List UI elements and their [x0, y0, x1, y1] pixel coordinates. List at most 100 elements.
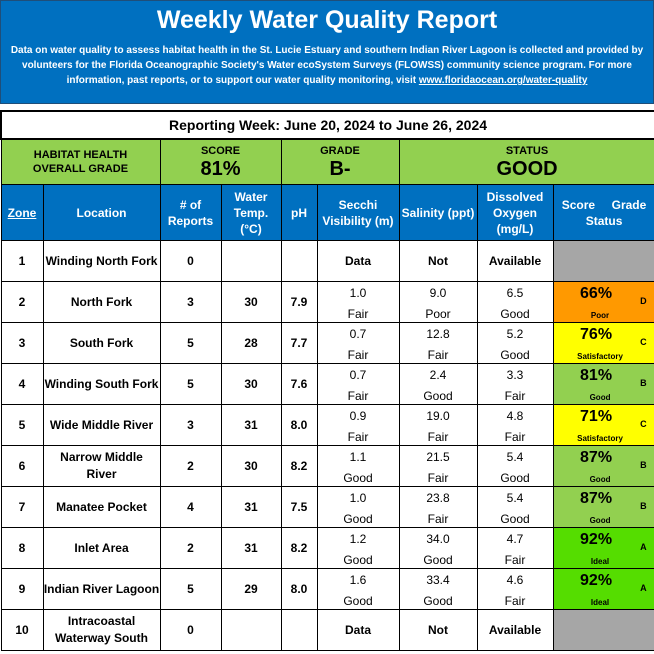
oxygen-cell: 4.8 Fair: [476, 404, 554, 446]
salinity-cell: 33.4 Good: [398, 568, 478, 610]
reporting-week: Reporting Week: June 20, 2024 to June 26…: [0, 110, 654, 140]
water-temp: 29: [220, 568, 282, 610]
status-text: Satisfactory: [577, 352, 623, 361]
ph-value: 7.6: [280, 363, 318, 405]
score-value: 92%: [580, 531, 613, 548]
secchi-cell: 0.9 Fair: [316, 404, 400, 446]
table-row: 9 Indian River Lagoon 5 29 8.0 1.6 Good 33.4 Goo…: [0, 568, 654, 610]
col-ph: pH: [280, 184, 318, 241]
secchi-value: 1.6: [349, 573, 367, 587]
oxygen-rating: Fair: [504, 389, 526, 403]
score-cell: 81% B Good: [552, 363, 654, 405]
zone-number: 5: [0, 404, 44, 446]
report-description: Data on water quality to assess habitat …: [5, 43, 649, 88]
salinity-rating: Good: [423, 594, 453, 608]
salinity-value: 21.5: [426, 450, 450, 464]
report-title: Weekly Water Quality Report: [156, 6, 498, 34]
col-grade: Grade: [611, 197, 647, 212]
col-reports: # of Reports: [159, 184, 222, 241]
ph-value: 7.9: [280, 281, 318, 323]
secchi-wrap: 1.6 Good: [318, 570, 398, 608]
score-value: 76%: [580, 326, 613, 343]
secchi-rating: Good: [343, 471, 373, 485]
oxygen-cell: 5.2 Good: [476, 322, 554, 364]
col-secchi: Secchi Visibility (m): [316, 184, 400, 241]
oxygen-value: 5.4: [506, 491, 524, 505]
report-count: 5: [159, 363, 222, 405]
water-temp: 31: [220, 404, 282, 446]
website-link[interactable]: www.floridaocean.org/water-quality: [418, 75, 588, 86]
salinity-cell: 23.8 Fair: [398, 486, 478, 528]
location-name: Winding South Fork: [42, 363, 161, 405]
secchi-cell: 1.0 Good: [316, 486, 400, 528]
description-text: Data on water quality to assess habitat …: [10, 45, 644, 86]
secchi-wrap: 0.9 Fair: [318, 406, 398, 444]
secchi-value: 0.7: [349, 327, 367, 341]
overall-grade-value: B-: [329, 157, 351, 180]
salinity-cell: 2.4 Good: [398, 363, 478, 405]
secchi-cell: 1.2 Good: [316, 527, 400, 569]
secchi-value: 1.1: [349, 450, 367, 464]
secchi-rating: Fair: [347, 430, 369, 444]
secchi-nodata: Data: [316, 240, 400, 282]
grade-letter: A: [640, 583, 647, 593]
oxygen-wrap: 3.3 Fair: [478, 365, 552, 403]
salinity-cell: 34.0 Good: [398, 527, 478, 569]
zone-number: 3: [0, 322, 44, 364]
col-salinity: Salinity (ppt): [398, 184, 478, 241]
overall-label-line1: HABITAT HEALTH: [33, 149, 128, 161]
secchi-rating: Good: [343, 594, 373, 608]
location-name: Manatee Pocket: [42, 486, 161, 528]
salinity-cell: 12.8 Fair: [398, 322, 478, 364]
water-quality-table: Reporting Week: June 20, 2024 to June 26…: [0, 110, 654, 651]
salinity-wrap: 23.8 Fair: [400, 488, 476, 526]
salinity-nodata: Not: [398, 240, 478, 282]
oxygen-value: 3.3: [506, 368, 524, 382]
report-count: 0: [159, 609, 222, 651]
report-header: Weekly Water Quality Report Data on wate…: [0, 0, 654, 104]
location-name: North Fork: [42, 281, 161, 323]
oxygen-nodata: Available: [476, 609, 554, 651]
location-name: Winding North Fork: [42, 240, 161, 282]
ph-value: 7.7: [280, 322, 318, 364]
water-temp: [220, 240, 282, 282]
report-count: 2: [159, 527, 222, 569]
score-value: 81%: [580, 367, 613, 384]
col-score-grade-status: Score Grade Status: [552, 184, 654, 241]
status-text: Good: [589, 516, 611, 525]
water-temp: 30: [220, 363, 282, 405]
oxygen-rating: Good: [500, 512, 530, 526]
salinity-wrap: 33.4 Good: [400, 570, 476, 608]
score-cell-empty: [552, 609, 654, 651]
oxygen-cell: 3.3 Fair: [476, 363, 554, 405]
secchi-value: 1.0: [349, 286, 367, 300]
status-text: Ideal: [590, 598, 610, 607]
location-name: Inlet Area: [42, 527, 161, 569]
status-text: Ideal: [590, 557, 610, 566]
grade-letter: C: [640, 337, 647, 347]
score-cell: 76% C Satisfactory: [552, 322, 654, 364]
grade-letter: B: [640, 460, 647, 470]
grade-letter: C: [640, 419, 647, 429]
oxygen-wrap: 4.6 Fair: [478, 570, 552, 608]
location-name: Narrow Middle River: [42, 445, 161, 487]
oxygen-rating: Fair: [504, 553, 526, 567]
oxygen-wrap: 4.7 Fair: [478, 529, 552, 567]
secchi-cell: 1.1 Good: [316, 445, 400, 487]
ph-value: 8.2: [280, 445, 318, 487]
zone-number: 7: [0, 486, 44, 528]
secchi-value: 1.2: [349, 532, 367, 546]
secchi-value: 0.9: [349, 409, 367, 423]
oxygen-wrap: 5.4 Good: [478, 447, 552, 485]
oxygen-rating: Fair: [504, 430, 526, 444]
report-count: 2: [159, 445, 222, 487]
grade-letter: B: [640, 378, 647, 388]
score-value: 87%: [580, 490, 613, 507]
table-row: 4 Winding South Fork 5 30 7.6 0.7 Fair 2.4 Good 3…: [0, 363, 654, 405]
salinity-cell: 21.5 Fair: [398, 445, 478, 487]
table-row: 6 Narrow Middle River 2 30 8.2 1.1 Good 21.5 Fai…: [0, 445, 654, 487]
oxygen-value: 5.2: [506, 327, 524, 341]
table-row: 3 South Fork 5 28 7.7 0.7 Fair 12.8 Fair 5.2 Good 7…: [0, 322, 654, 364]
overall-label-line2: OVERALL GRADE: [32, 163, 129, 175]
col-status: Status: [585, 213, 623, 228]
